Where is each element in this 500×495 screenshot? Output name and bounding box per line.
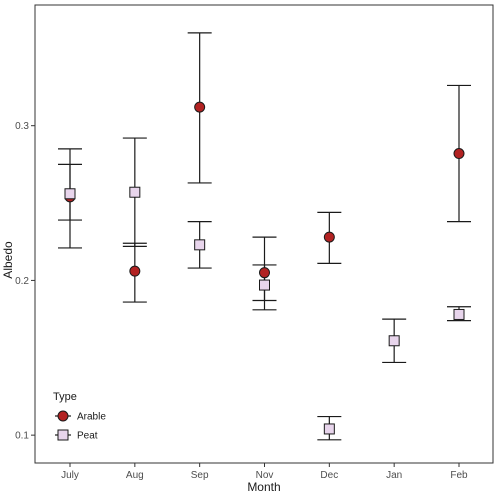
legend-title: Type	[53, 391, 77, 403]
peat-point	[194, 239, 206, 251]
arable-point	[129, 265, 141, 277]
y-tick-label: 0.1	[15, 431, 29, 442]
y-tick-label: 0.3	[15, 121, 29, 132]
legend-label-peat: Peat	[77, 431, 98, 442]
x-axis-title: Month	[247, 480, 280, 494]
peat-point	[388, 335, 400, 347]
legend-key-arable	[57, 410, 69, 422]
axis-ticks: July Aug Sep Nov Dec Jan Feb 0.1 0.2 0.3	[15, 121, 468, 481]
data-points	[64, 101, 465, 435]
peat-point	[453, 308, 465, 320]
plot-panel	[34, 4, 494, 464]
x-tick-label: Aug	[126, 470, 144, 481]
y-axis-title: Albedo	[1, 241, 15, 279]
legend-label-arable: Arable	[77, 412, 106, 423]
y-tick-label: 0.2	[15, 276, 29, 287]
arable-point	[323, 231, 335, 243]
legend-key-peat	[57, 429, 69, 441]
arable-point	[259, 267, 270, 279]
x-tick-label: Jan	[386, 470, 402, 481]
x-tick-label: July	[61, 470, 79, 481]
arable-point	[453, 148, 465, 160]
x-tick-label: Nov	[256, 470, 274, 481]
legend: Type Arable Peat	[53, 391, 106, 442]
arable-point	[194, 101, 206, 113]
peat-point	[129, 186, 141, 198]
x-tick-label: Feb	[450, 470, 468, 481]
legend-keys: Arable Peat	[55, 410, 106, 442]
peat-point	[323, 423, 335, 435]
peat-point	[64, 188, 76, 200]
x-tick-label: Dec	[320, 470, 338, 481]
peat-point	[259, 279, 270, 291]
x-tick-label: Sep	[191, 470, 209, 481]
